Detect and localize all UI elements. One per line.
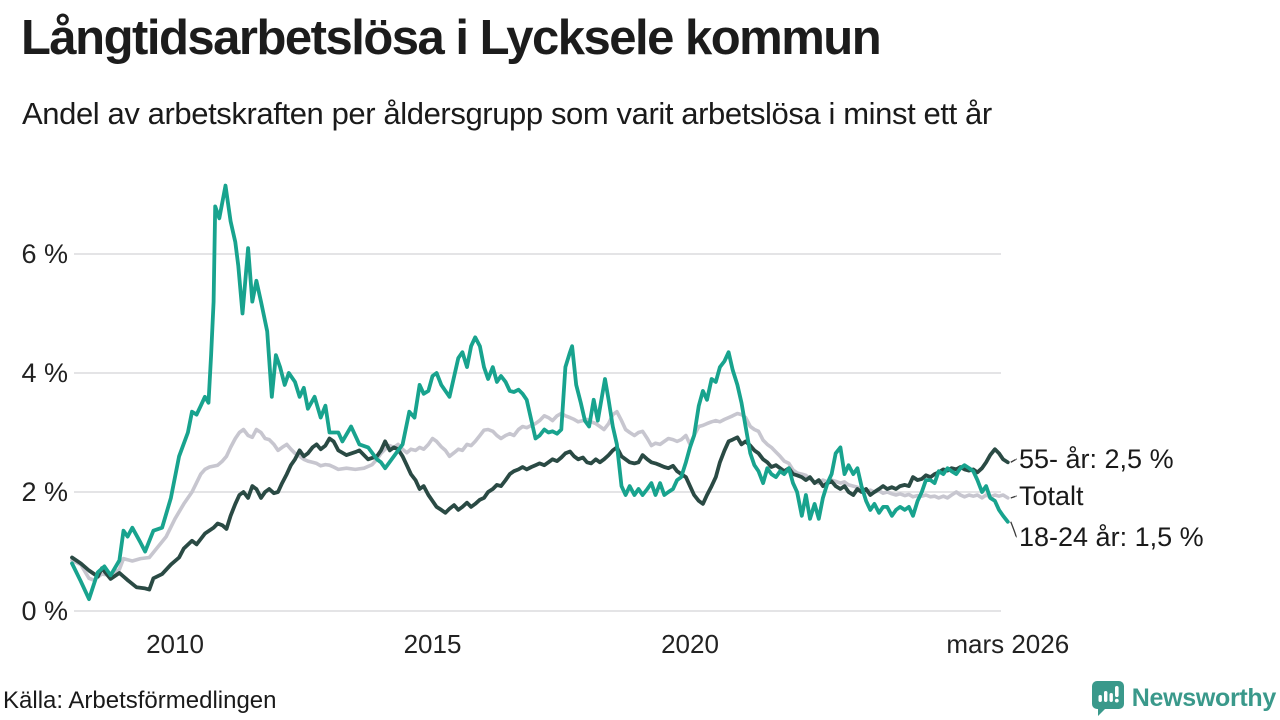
newsworthy-icon [1091,680,1125,716]
y-axis-label: 6 % [21,239,68,269]
source-credit: Källa: Arbetsförmedlingen [3,687,277,714]
y-axis-label: 0 % [21,596,68,626]
annotation-leader [1010,458,1017,463]
annotation-55-ar: 55- år: 2,5 % [1019,444,1174,474]
annotation-18-24-ar: 18-24 år: 1,5 % [1019,522,1204,552]
chart-subtitle: Andel av arbetskraften per åldersgrupp s… [22,96,992,131]
newsworthy-wordmark: Newsworthy [1131,683,1277,712]
x-axis-label: 2020 [661,629,719,659]
y-axis-label: 2 % [21,477,68,507]
x-axis-label: mars 2026 [946,629,1070,659]
annotation-leader [1010,495,1017,499]
series-line-18-24-år [70,183,1010,601]
annotation-leader [1010,521,1017,538]
annotation-totalt: Totalt [1019,481,1084,511]
page-title: Långtidsarbetslösa i Lycksele kommun [21,11,882,65]
newsworthy-logo[interactable]: Newsworthy [1091,680,1276,716]
series-line-55--år [70,435,1010,592]
x-axis-label: 2010 [146,629,204,659]
y-axis-label: 4 % [21,358,68,388]
x-axis-label: 2015 [403,629,462,659]
